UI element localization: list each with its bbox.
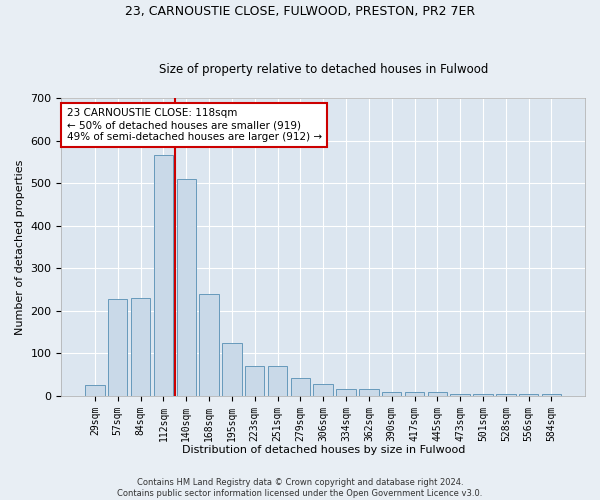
Bar — [313, 384, 333, 396]
Bar — [382, 392, 401, 396]
Bar — [542, 394, 561, 396]
Bar — [496, 394, 515, 396]
Bar — [405, 392, 424, 396]
Bar — [154, 156, 173, 396]
Bar — [428, 392, 447, 396]
Bar — [176, 179, 196, 396]
Y-axis label: Number of detached properties: Number of detached properties — [15, 159, 25, 334]
Bar — [85, 385, 104, 396]
Text: 23, CARNOUSTIE CLOSE, FULWOOD, PRESTON, PR2 7ER: 23, CARNOUSTIE CLOSE, FULWOOD, PRESTON, … — [125, 5, 475, 18]
Bar — [108, 299, 127, 396]
Bar — [473, 394, 493, 396]
Text: 23 CARNOUSTIE CLOSE: 118sqm
← 50% of detached houses are smaller (919)
49% of se: 23 CARNOUSTIE CLOSE: 118sqm ← 50% of det… — [67, 108, 322, 142]
Bar — [245, 366, 265, 396]
Text: Contains HM Land Registry data © Crown copyright and database right 2024.
Contai: Contains HM Land Registry data © Crown c… — [118, 478, 482, 498]
Bar — [451, 394, 470, 396]
Bar — [290, 378, 310, 396]
Bar — [199, 294, 219, 396]
Bar — [222, 342, 242, 396]
Bar — [519, 394, 538, 396]
Title: Size of property relative to detached houses in Fulwood: Size of property relative to detached ho… — [158, 63, 488, 76]
Bar — [359, 390, 379, 396]
Bar — [337, 390, 356, 396]
Bar — [268, 366, 287, 396]
X-axis label: Distribution of detached houses by size in Fulwood: Distribution of detached houses by size … — [182, 445, 465, 455]
Bar — [131, 298, 150, 396]
